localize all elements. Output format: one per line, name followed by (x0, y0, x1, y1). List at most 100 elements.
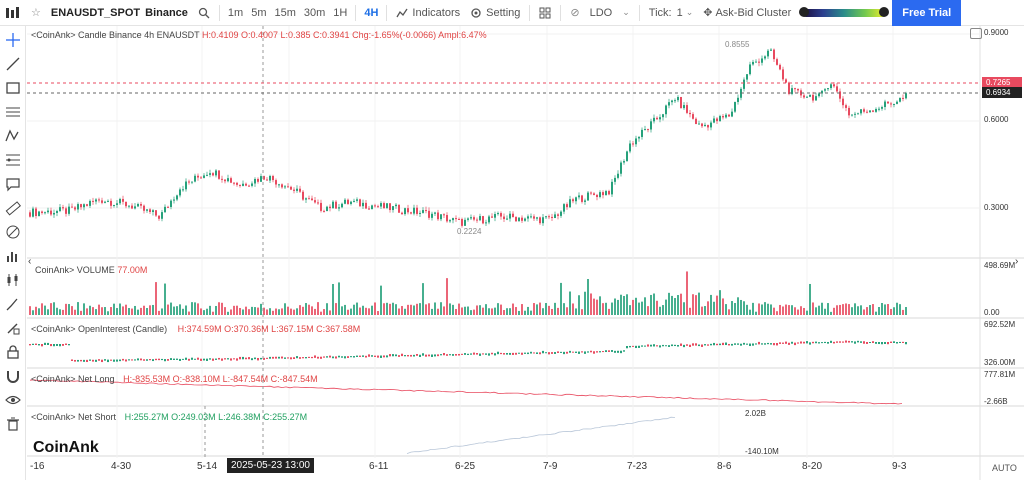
y-tick: 0.9000 (984, 28, 1009, 37)
tf-1m[interactable]: 1m (227, 6, 244, 19)
coinank-logo: CoinAnk (33, 439, 99, 456)
netlong-y-top: 777.81M (984, 370, 1016, 379)
cluster-icon: ✥ (703, 7, 713, 19)
netshort-label: <CoinAnk> Net Short (31, 412, 117, 422)
tf-5m[interactable]: 5m (251, 6, 267, 19)
volume-y-top: 498.69M (984, 261, 1016, 270)
crosshair-icon[interactable] (3, 30, 23, 50)
logo-icon[interactable] (0, 0, 26, 26)
tf-1h[interactable]: 1H (333, 6, 348, 19)
divider (218, 4, 220, 21)
indicators-label: Indicators (412, 6, 461, 19)
candle-legend-prefix: <CoinAnk> Candle Binance 4h ENAUSDT (31, 30, 200, 40)
collapse-right-icon[interactable]: › (1015, 256, 1019, 267)
high-marker: 0.8555 (725, 40, 750, 49)
oi-y-bottom: 326.00M (984, 358, 1016, 367)
ask-bid-cluster-button[interactable]: ✥ Ask-Bid Cluster (698, 0, 796, 26)
x-tick: 8-6 (717, 461, 732, 472)
lock-icon[interactable] (3, 342, 23, 362)
oi-y-top: 692.52M (984, 320, 1016, 329)
lock-pen-icon[interactable] (3, 318, 23, 338)
eye-icon[interactable] (3, 390, 23, 410)
chevron-down-icon: ⌄ (685, 7, 694, 17)
crosshair-price-tag: 0.6934 (982, 87, 1022, 98)
chevron-down-icon[interactable]: ⌄ (622, 7, 630, 17)
indicators-button[interactable]: Indicators (391, 0, 465, 26)
heatmap-gradient-slider[interactable] (799, 6, 890, 17)
volume-label: CoinAnk> VOLUME (35, 265, 115, 275)
collapse-left-icon[interactable]: ‹ (28, 256, 32, 267)
chart-area[interactable]: <CoinAnk> Candle Binance 4h ENAUSDT H:0.… (27, 26, 1024, 480)
free-trial-button[interactable]: Free Trial (892, 0, 962, 26)
x-tick: 6-11 (369, 461, 389, 472)
comment-icon[interactable] (3, 174, 23, 194)
ldo-button[interactable]: LDO (589, 6, 613, 19)
netlong-values: H:-835.53M O:-838.10M L:-847.54M C:-847.… (123, 374, 318, 384)
auto-scale-button[interactable]: AUTO (992, 463, 1017, 473)
setting-button[interactable]: Setting (465, 0, 525, 26)
screenshot-icon[interactable] (970, 28, 982, 39)
magnet-icon[interactable] (3, 366, 23, 386)
x-tick: 7-9 (543, 461, 558, 472)
layout-grid-icon[interactable] (534, 0, 556, 26)
oi-label: <CoinAnk> OpenInterest (Candle) (31, 324, 168, 334)
x-tick: -16 (30, 461, 45, 472)
favorite-star-icon[interactable]: ☆ (31, 7, 41, 19)
candle-change: Chg:-1.65%(-0.0066) Ampl:6.47% (352, 30, 487, 40)
x-tick: 4-30 (111, 461, 132, 472)
netshort-top-value: 2.02B (745, 409, 766, 418)
chart-canvas[interactable] (27, 26, 1024, 480)
y-tick: 0.3000 (984, 203, 1009, 212)
netshort-legend: <CoinAnk> Net Short H:255.27M O:249.03M … (31, 412, 307, 422)
x-tick: 9-3 (892, 461, 907, 472)
x-tick: 8-20 (802, 461, 823, 472)
netlong-label: <CoinAnk> Net Long (31, 374, 115, 384)
horizontal-lines-icon[interactable] (3, 102, 23, 122)
volume-y-bottom: 0.00 (984, 308, 1000, 317)
tf-30m[interactable]: 30m (303, 6, 326, 19)
candle-ohlc: H:0.4109 O:0.4007 L:0.385 C:0.3941 (201, 30, 350, 40)
eraser-icon[interactable] (3, 222, 23, 242)
trash-icon[interactable] (3, 414, 23, 434)
tick-select[interactable]: 1 ⌄ (677, 0, 699, 26)
divider (386, 4, 388, 21)
crosshair-time-label: 2025-05-23 13:00 (227, 458, 314, 473)
timeframe-group: 1m 5m 15m 30m 1H 4H (224, 0, 383, 26)
brush-icon[interactable] (3, 294, 23, 314)
netlong-y-bottom: -2.66B (984, 397, 1008, 406)
pattern-icon[interactable] (3, 126, 23, 146)
tick-label: Tick: (648, 6, 672, 19)
trend-line-icon[interactable] (3, 54, 23, 74)
fib-icon[interactable] (3, 150, 23, 170)
setting-label: Setting (486, 6, 521, 19)
low-marker: 0.2224 (457, 227, 482, 236)
exchange-name[interactable]: Binance (145, 6, 188, 19)
tf-4h[interactable]: 4H (364, 6, 379, 19)
tf-15m[interactable]: 15m (274, 6, 296, 19)
x-tick: 7-23 (627, 461, 648, 472)
bar-chart-icon[interactable] (3, 246, 23, 266)
oi-values: H:374.59M O:370.36M L:367.15M C:367.58M (177, 324, 361, 334)
oi-legend: <CoinAnk> OpenInterest (Candle) H:374.59… (31, 324, 360, 334)
candle-settings-icon[interactable] (3, 270, 23, 290)
netshort-bottom-value: -140.10M (745, 447, 779, 456)
rectangle-icon[interactable] (3, 78, 23, 98)
ruler-icon[interactable] (3, 198, 23, 218)
tick-value: 1 (676, 6, 683, 19)
last-price-tag: 0.7265 (982, 77, 1022, 88)
divider (638, 4, 640, 21)
y-tick: 0.6000 (984, 115, 1009, 124)
gear-icon (471, 7, 481, 18)
drawing-toolbar (0, 26, 26, 480)
search-icon[interactable] (193, 0, 215, 26)
volume-legend: CoinAnk> VOLUME 77.00M (35, 265, 147, 275)
x-tick: 5-14 (197, 461, 218, 472)
x-tick: 6-25 (455, 461, 476, 472)
indicators-icon (396, 8, 408, 17)
divider (529, 4, 531, 21)
symbol-name[interactable]: ENAUSDT_SPOT (50, 6, 141, 19)
divider (560, 4, 562, 21)
compare-icon[interactable]: ⊘ (570, 7, 580, 19)
volume-value: 77.00M (117, 265, 148, 275)
candle-legend: <CoinAnk> Candle Binance 4h ENAUSDT H:0.… (31, 30, 487, 40)
